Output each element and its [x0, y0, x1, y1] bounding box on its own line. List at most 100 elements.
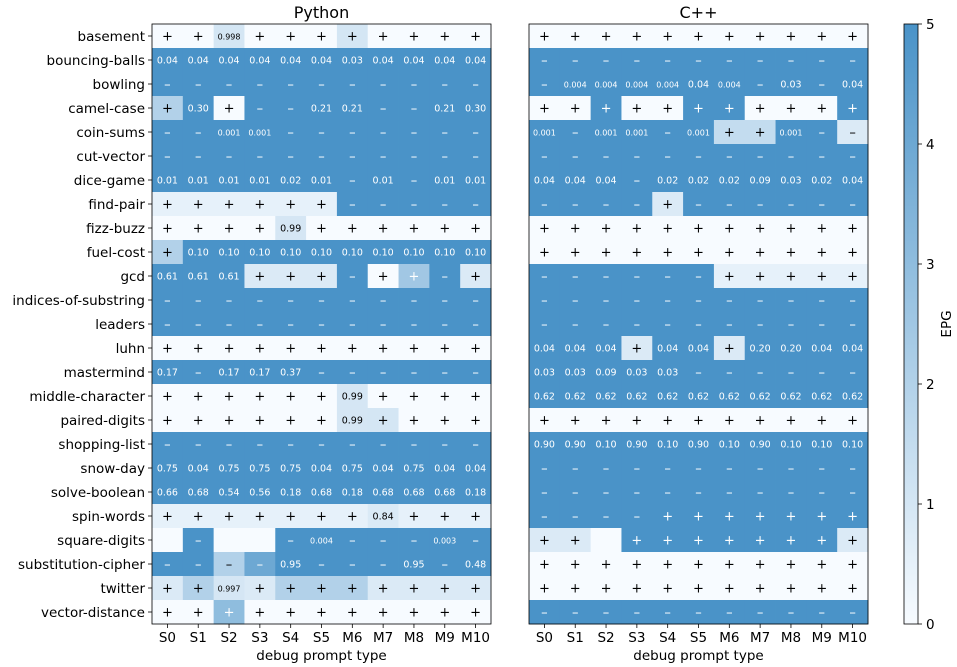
python-cell [306, 552, 338, 577]
python-cell-label: – [226, 318, 233, 333]
python-cell [152, 576, 184, 601]
cpp-cell [744, 360, 776, 385]
python-cell [213, 384, 245, 409]
python-cell-label: 0.18 [342, 487, 363, 498]
cpp-cell-label: – [603, 462, 610, 477]
python-cell [367, 96, 399, 121]
python-cell-label: – [380, 198, 387, 213]
cpp-cell [683, 264, 715, 289]
cpp-cell-label: – [726, 462, 733, 477]
cpp-cell [652, 312, 684, 337]
cpp-cell-label: + [724, 126, 735, 141]
python-cell-label: + [347, 222, 358, 237]
python-cell-label: 0.95 [280, 559, 301, 570]
cpp-cell-label: – [757, 606, 764, 621]
cpp-cell [621, 504, 653, 529]
python-cell-label: + [285, 606, 296, 621]
cpp-cell [621, 240, 653, 265]
python-cell-label: + [409, 390, 420, 405]
cpp-cell [683, 312, 715, 337]
cpp-cell [837, 312, 869, 337]
python-cell [306, 528, 338, 553]
cpp-cell-label: + [539, 558, 550, 573]
cpp-cell [744, 48, 776, 73]
python-cell [336, 96, 369, 121]
python-cell [244, 96, 276, 121]
cpp-cell [775, 192, 807, 217]
cpp-cell-label: 0.04 [811, 343, 832, 354]
cpp-cell [744, 576, 776, 601]
cpp-cell-label: + [662, 510, 673, 525]
cpp-cell-label: + [847, 510, 858, 525]
python-cell-label: + [224, 222, 235, 237]
python-cell-label: 0.37 [280, 367, 301, 378]
python-cell [275, 24, 307, 49]
python-cell [306, 96, 338, 121]
cpp-cell-label: 0.03 [626, 367, 647, 378]
cpp-cell [713, 120, 746, 145]
cpp-x-tick-label: S3 [628, 630, 645, 646]
python-cell [398, 288, 430, 313]
python-cell-label: + [254, 390, 265, 405]
python-cell-label: + [347, 30, 358, 45]
python-cell [460, 360, 492, 385]
python-cell [213, 336, 245, 361]
python-cell [182, 432, 215, 457]
cpp-cell [590, 576, 622, 601]
cpp-cell [683, 144, 715, 169]
cpp-cell [529, 24, 561, 49]
python-cell-label: 0.04 [434, 463, 455, 474]
python-cell-label: 0.04 [218, 55, 239, 66]
cpp-cell-label: + [662, 102, 673, 117]
python-cell-label: 0.01 [434, 175, 455, 186]
cpp-cell-label: + [847, 246, 858, 261]
cpp-cell [683, 432, 715, 457]
python-cell-label: – [442, 150, 449, 165]
cpp-cell [590, 96, 622, 121]
python-cell-label: – [411, 534, 418, 549]
cpp-cell-label: + [847, 270, 858, 285]
python-cell [306, 24, 338, 49]
cpp-cell [713, 72, 746, 97]
python-cell-label: – [472, 294, 479, 309]
python-cell [398, 384, 430, 409]
cpp-cell-label: 0.004 [564, 80, 587, 89]
cpp-cell [652, 432, 684, 457]
cpp-cell-label: – [726, 54, 733, 69]
cpp-cell [775, 480, 807, 505]
python-cell-label: – [442, 366, 449, 381]
cpp-cell-label: 0.04 [565, 175, 586, 186]
cpp-cell [529, 456, 561, 481]
cpp-cell-label: + [631, 342, 642, 357]
python-cell [336, 48, 369, 73]
cpp-cell-label: – [819, 78, 826, 93]
cpp-cell [806, 480, 838, 505]
python-cell [152, 168, 184, 193]
python-cell-label: 0.10 [249, 247, 270, 258]
python-cell [460, 384, 492, 409]
cpp-cell [806, 144, 838, 169]
cpp-cell [683, 576, 715, 601]
python-cell-label: + [470, 222, 481, 237]
cpp-cell-label: 0.001 [687, 128, 710, 137]
cpp-cell-label: + [662, 582, 673, 597]
cpp-cell [837, 504, 869, 529]
cpp-cell [806, 264, 838, 289]
python-cell-label: + [254, 414, 265, 429]
python-cell [213, 24, 245, 49]
python-cell [275, 528, 307, 553]
cpp-cell-label: 0.62 [811, 391, 832, 402]
cpp-cell [559, 384, 592, 409]
cpp-cell-label: – [819, 606, 826, 621]
python-cell [182, 48, 215, 73]
python-cell-label: 0.03 [342, 55, 363, 66]
python-cell [460, 504, 492, 529]
cpp-cell [559, 24, 592, 49]
python-cell-label: – [380, 78, 387, 93]
cpp-cell [621, 48, 653, 73]
cpp-cell-label: 0.20 [750, 343, 771, 354]
python-cell-label: + [439, 510, 450, 525]
cpp-cell [713, 312, 746, 337]
cpp-cell [713, 504, 746, 529]
python-cell [429, 600, 461, 625]
